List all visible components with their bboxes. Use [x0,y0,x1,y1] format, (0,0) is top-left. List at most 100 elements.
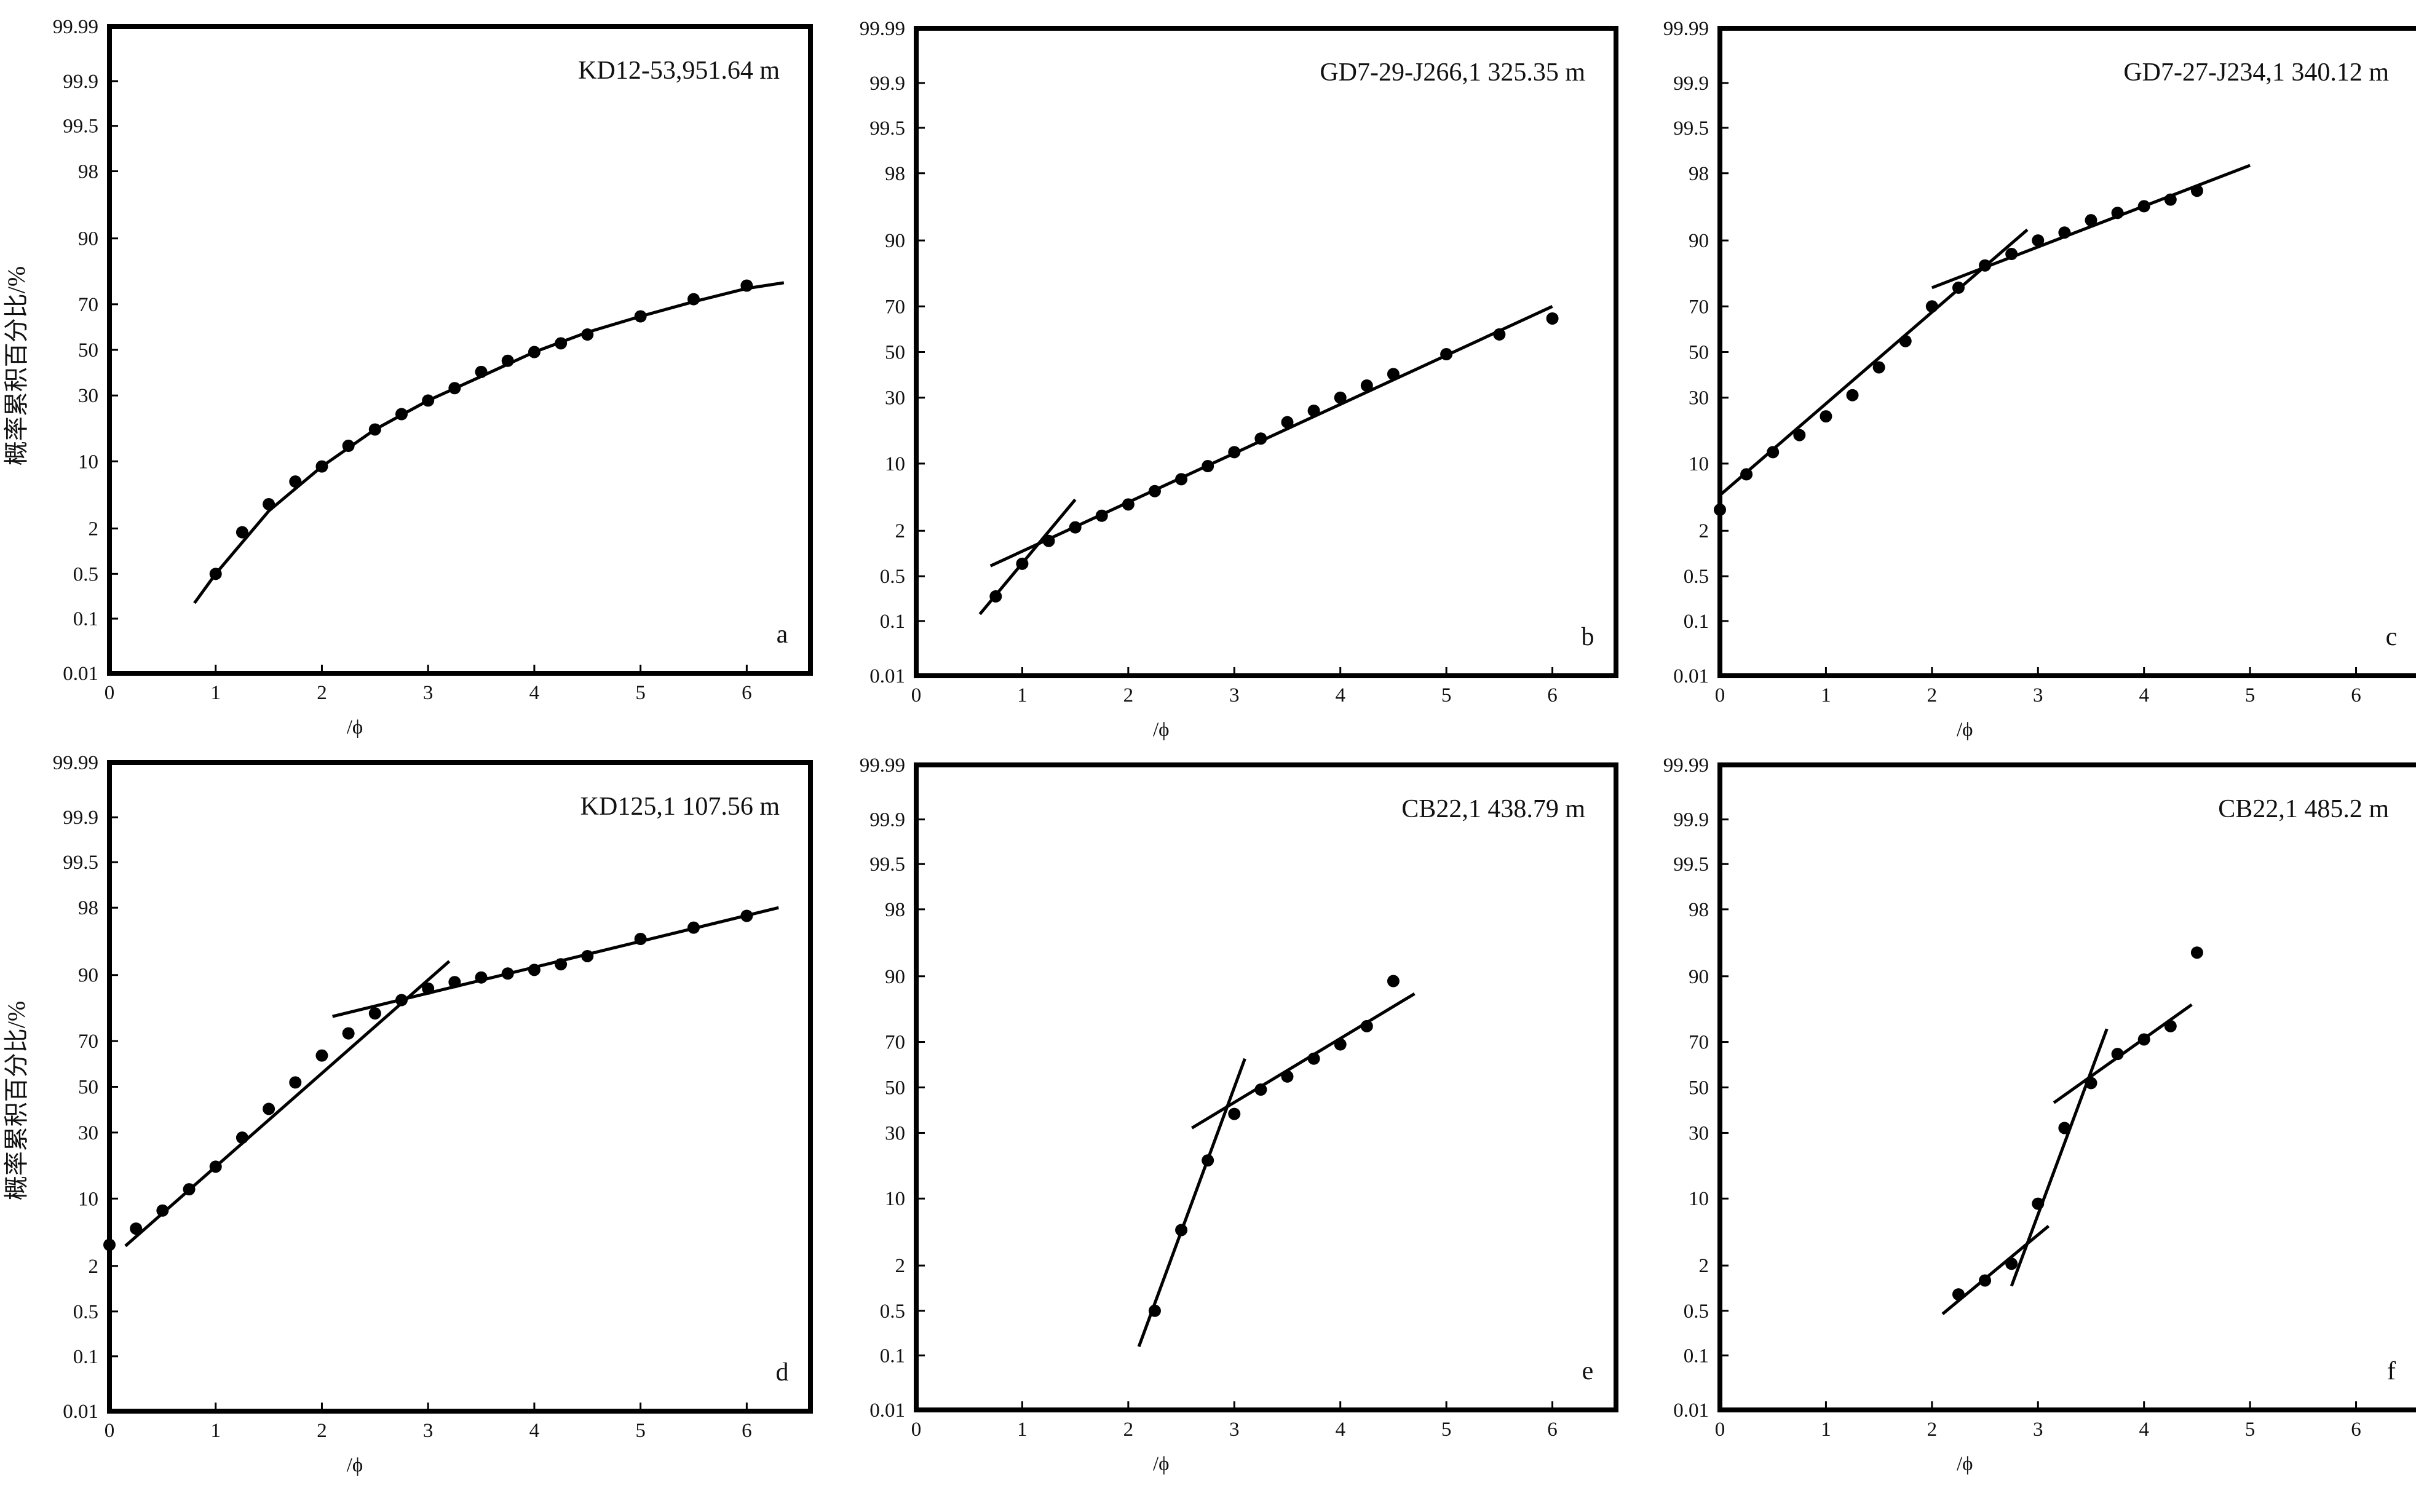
y-tick-label: 0.1 [1684,1345,1709,1367]
x-tick-label: 0 [1715,1419,1725,1441]
x-tick-label: 5 [635,1420,646,1442]
data-point [315,460,328,473]
y-tick-label: 99.5 [63,116,98,138]
y-tick-label: 2 [1699,1255,1709,1277]
y-tick-label: 99.5 [63,852,98,874]
x-tick-label: 1 [1017,1419,1028,1441]
panel-letter: b [1582,623,1594,651]
data-point [448,976,461,989]
x-tick-label: 1 [1017,684,1028,707]
data-point [740,279,753,292]
y-tick-label: 99.99 [860,754,905,777]
data-point [1740,468,1753,481]
y-tick-label: 70 [1689,1032,1709,1054]
data-point [528,964,541,976]
y-tick-label: 50 [885,342,905,364]
y-tick-label: 0.5 [73,563,98,585]
y-tick-label: 99.9 [869,73,905,95]
panel-letter: d [776,1358,789,1387]
x-tick-label: 0 [911,1419,922,1441]
y-tick-label: 0.01 [869,1399,905,1422]
y-tick-label: 0.1 [73,1346,98,1368]
chart-title: GD7-27-J234,1 340.12 m [2123,58,2389,87]
y-tick-label: 50 [885,1077,905,1099]
chart-panel-b: 0 1 2 3 4 5 60.010.10.5210305070909899.599.999… [860,18,1618,741]
y-tick-label: 0.5 [1684,566,1709,588]
y-tick-label: 99.99 [860,18,905,40]
y-tick-label: 2 [895,1255,906,1277]
data-point [1334,391,1347,404]
data-point [1793,429,1806,441]
data-point [581,949,594,962]
y-tick-label: 90 [78,965,98,987]
data-point [236,526,248,539]
x-axis-label: /ϕ [347,716,363,738]
plot-frame [107,760,813,1414]
data-point [103,1238,116,1251]
data-point [2111,1048,2124,1061]
fit-line [989,305,1553,568]
data-point [368,1007,381,1020]
data-point [1846,389,1859,402]
fit-line [2010,1028,2109,1287]
data-point [1069,521,1082,534]
chart-panel-c: 0 1 2 3 4 5 60.010.10.5210305070909899.599.999… [1663,18,2416,741]
data-point [1925,300,1938,313]
data-point [1122,498,1135,511]
y-tick-label: 99.9 [869,809,905,831]
data-point [2005,248,2018,261]
x-tick-label: 2 [1927,684,1938,707]
x-axis-label: /ϕ [1957,719,1973,741]
x-tick-label: 4 [2139,684,2149,707]
data-point [2032,234,2045,247]
panel-letter: c [2386,623,2398,651]
fit-line [1941,1224,2050,1315]
data-point [687,293,700,306]
y-tick-label: 70 [885,296,905,318]
data-point [2032,1197,2045,1210]
x-tick-label: 6 [2351,1419,2361,1441]
y-tick-label: 50 [78,1077,98,1099]
data-point [1148,485,1161,497]
y-tick-label: 0.5 [73,1301,98,1323]
data-point [1175,1224,1188,1237]
x-tick-label: 5 [1441,684,1452,707]
x-tick-label: 3 [1229,1419,1240,1441]
x-tick-label: 6 [1547,684,1558,707]
data-point [1387,975,1400,988]
x-tick-label: 2 [317,682,327,704]
y-tick-label: 99.99 [53,16,98,38]
y-tick-label: 90 [885,230,905,252]
plot-frame [1717,762,2416,1412]
data-point [1979,1274,1992,1287]
x-tick-label: 4 [2139,1419,2149,1441]
data-point [1360,1019,1373,1032]
y-tick-label: 99.5 [869,117,905,140]
plot-frame [914,26,1618,678]
data-point [209,568,222,580]
y-tick-label: 70 [885,1032,905,1054]
x-tick-label: 4 [529,1420,540,1442]
y-tick-label: 2 [895,520,906,542]
data-point [2164,1019,2177,1032]
data-point [209,1160,222,1173]
data-point [1952,1288,1965,1301]
data-point [989,590,1002,603]
y-tick-label: 99.9 [1673,73,1709,95]
y-tick-label: 99.99 [53,752,98,774]
data-point [1281,416,1294,429]
data-point [2137,200,2150,213]
data-point [1872,361,1885,374]
x-tick-label: 1 [210,1420,221,1442]
x-tick-label: 2 [1927,1419,1938,1441]
data-point [1307,404,1320,417]
data-point [1767,446,1780,459]
data-point [581,328,594,341]
data-point [1979,259,1992,272]
x-axis-label: /ϕ [1153,719,1170,741]
y-tick-label: 0.1 [73,608,98,630]
data-point [1254,1083,1267,1096]
y-tick-label: 0.01 [63,663,98,685]
x-tick-label: 0 [1715,684,1725,707]
